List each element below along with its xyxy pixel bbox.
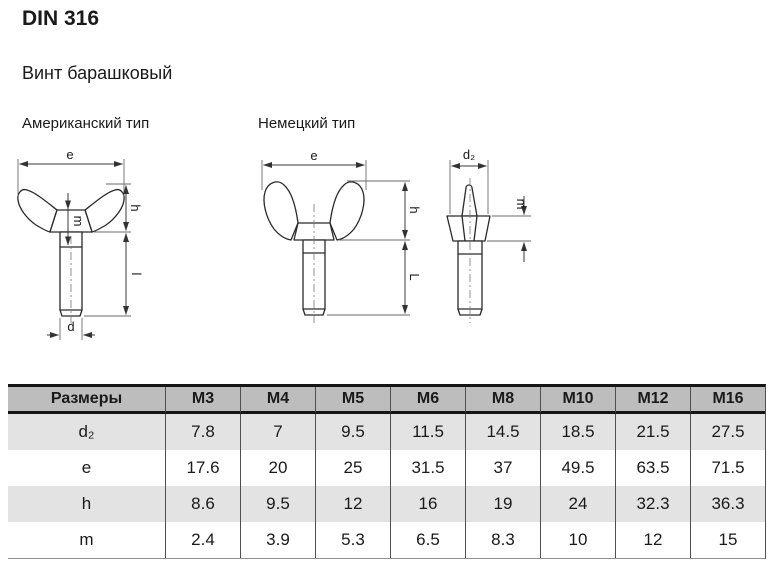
dim-label-e: e <box>66 147 73 162</box>
row-h-label: h <box>8 486 165 522</box>
table-header-m4: M4 <box>240 387 315 414</box>
cell-h-m3: 8.6 <box>165 486 240 522</box>
cell-m-m5: 5.3 <box>315 522 390 558</box>
cell-h-m10: 24 <box>540 486 615 522</box>
wing-right <box>84 188 125 233</box>
cell-e-m6: 31.5 <box>390 450 465 486</box>
cell-e-m10: 49.5 <box>540 450 615 486</box>
cell-d2-m12: 21.5 <box>615 414 690 450</box>
cell-m-m12: 12 <box>615 522 690 558</box>
german-type-front-drawing: e h L <box>261 148 420 323</box>
cell-h-m12: 32.3 <box>615 486 690 522</box>
table-header-m8: M8 <box>465 387 540 414</box>
dim-label-L: L <box>407 273 420 280</box>
german-type-side-drawing: d₂ m <box>446 147 531 323</box>
table-header-m12: M12 <box>615 387 690 414</box>
dim-label-d: d <box>67 319 74 334</box>
cell-d2-m4: 7 <box>240 414 315 450</box>
page-title: DIN 316 <box>22 7 100 30</box>
cell-m-m3: 2.4 <box>165 522 240 558</box>
table-header-sizes: Размеры <box>8 387 165 414</box>
hub <box>49 209 93 233</box>
cell-h-m4: 9.5 <box>240 486 315 522</box>
dim-label-h: h <box>407 206 420 213</box>
cell-d2-m8: 14.5 <box>465 414 540 450</box>
cell-d2-m16: 27.5 <box>690 414 765 450</box>
hub <box>446 215 491 242</box>
cell-e-m12: 63.5 <box>615 450 690 486</box>
cell-h-m6: 16 <box>390 486 465 522</box>
cell-h-m5: 12 <box>315 486 390 522</box>
cell-m-m4: 3.9 <box>240 522 315 558</box>
row-d2-label: d₂ <box>8 414 165 450</box>
wing-right <box>329 181 365 241</box>
cell-d2-m3: 7.8 <box>165 414 240 450</box>
cell-d2-m10: 18.5 <box>540 414 615 450</box>
cell-m-m6: 6.5 <box>390 522 465 558</box>
row-e-label: e <box>8 450 165 486</box>
cell-e-m5: 25 <box>315 450 390 486</box>
cell-e-m8: 37 <box>465 450 540 486</box>
dim-label-d2: d₂ <box>463 147 475 162</box>
dim-label-m: m <box>514 199 529 210</box>
table-header-m3: M3 <box>165 387 240 414</box>
page-subtitle: Винт барашковый <box>22 63 173 83</box>
cell-h-m16: 36.3 <box>690 486 765 522</box>
cell-m-m10: 10 <box>540 522 615 558</box>
cell-h-m8: 19 <box>465 486 540 522</box>
wing-left <box>263 181 299 241</box>
caption-german-type: Немецкий тип <box>258 115 356 132</box>
cell-m-m8: 8.3 <box>465 522 540 558</box>
table-header-m10: M10 <box>540 387 615 414</box>
caption-american-type: Американский тип <box>22 115 150 132</box>
row-m-label: m <box>8 522 165 558</box>
cell-d2-m6: 11.5 <box>390 414 465 450</box>
table-header-m6: M6 <box>390 387 465 414</box>
dim-label-m: m <box>71 216 86 227</box>
cell-d2-m5: 9.5 <box>315 414 390 450</box>
cell-m-m16: 15 <box>690 522 765 558</box>
dimensions-table: Размеры M3 M4 M5 M6 M8 M10 M12 M16 d₂ 7.… <box>8 384 766 559</box>
table-header-m16: M16 <box>690 387 765 414</box>
cell-e-m4: 20 <box>240 450 315 486</box>
dim-label-e: e <box>310 148 317 163</box>
american-type-drawing: m e h l d <box>17 147 144 340</box>
dim-label-h: h <box>128 204 143 211</box>
wing-blade <box>461 184 478 217</box>
dim-label-l: l <box>129 273 144 276</box>
table-header-m5: M5 <box>315 387 390 414</box>
cell-e-m16: 71.5 <box>690 450 765 486</box>
cell-e-m3: 17.6 <box>165 450 240 486</box>
wing-left <box>17 188 58 233</box>
